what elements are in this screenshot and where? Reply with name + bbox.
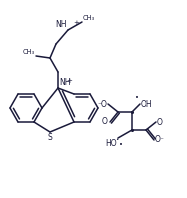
Text: OH: OH — [141, 100, 153, 109]
Text: O: O — [157, 117, 163, 127]
Text: +: + — [66, 78, 72, 84]
Text: •: • — [119, 142, 123, 148]
Text: •: • — [135, 95, 139, 101]
Text: CH₃: CH₃ — [23, 49, 35, 55]
Text: ⁻O: ⁻O — [97, 100, 107, 109]
Text: CH₃: CH₃ — [83, 15, 95, 21]
Text: O⁻: O⁻ — [155, 135, 165, 145]
Text: NH: NH — [56, 20, 67, 29]
Text: O: O — [102, 116, 108, 126]
Text: •: • — [115, 136, 119, 142]
Text: HO: HO — [105, 139, 117, 148]
Text: +: + — [73, 20, 79, 26]
Text: NH: NH — [59, 78, 70, 87]
Text: S: S — [48, 133, 52, 142]
